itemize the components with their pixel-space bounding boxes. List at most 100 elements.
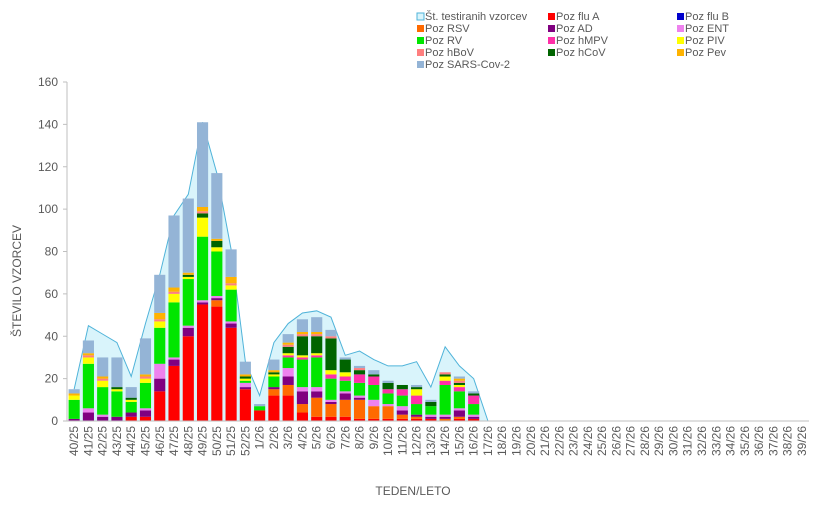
bar-segment-poz-flu-a: [296, 412, 309, 421]
bar-segment-poz-pev: [282, 342, 294, 345]
bar-segment-poz-ad: [282, 376, 294, 385]
x-tick-label: 8/26: [353, 426, 367, 450]
x-tick-label: 28/26: [638, 426, 652, 456]
bar-segment-poz-ent: [154, 363, 166, 379]
x-tick-label: 9/26: [367, 426, 381, 450]
x-tick-label: 4/26: [295, 426, 309, 450]
bar-segment-poz-ent: [168, 357, 180, 360]
bar-segment-poz-rsv: [453, 416, 465, 419]
x-tick-label: 20/26: [524, 426, 538, 456]
bar-segment-poz-rv: [425, 406, 437, 415]
bar-segment-poz-pev: [168, 287, 180, 292]
bar-segment-poz-ad: [196, 302, 209, 305]
x-tick-label: 18/26: [495, 426, 509, 456]
bar-segment-poz-sars-cov-2: [311, 317, 323, 333]
x-tick-label: 38/26: [781, 426, 795, 456]
bar-segment-poz-ent: [382, 404, 394, 407]
bar-segment-poz-flu-a: [325, 416, 337, 421]
bar-segment-poz-sars-cov-2: [82, 340, 94, 354]
bar-segment-poz-ent: [339, 391, 351, 394]
bar-segment-poz-hbov: [168, 291, 180, 294]
legend-label-poz-pev: Poz Pev: [685, 47, 726, 59]
legend-label-poz-ad: Poz AD: [556, 23, 593, 35]
bar-segment-poz-hcov: [325, 338, 337, 371]
legend-label-t-testiranih-vzorcev: Št. testiranih vzorcev: [425, 10, 528, 23]
bar-segment-poz-rv: [211, 251, 223, 296]
bar-segment-poz-piv: [268, 374, 280, 377]
x-tick-label: 2/26: [267, 426, 281, 450]
bar-segment-poz-sars-cov-2: [168, 215, 180, 288]
bar-segment-poz-flu-a: [411, 418, 423, 421]
y-tick-label: 80: [45, 245, 59, 259]
bar-segment-poz-rv: [97, 387, 109, 415]
bar-segment-poz-hmpv: [382, 389, 394, 394]
y-axis-title: ŠTEVILO VZORCEV: [9, 225, 24, 337]
bar-segment-poz-sars-cov-2: [196, 122, 209, 208]
bar-segment-poz-sars-cov-2: [125, 387, 137, 398]
x-tick-label: 7/26: [338, 426, 352, 450]
x-tick-label: 51/25: [224, 426, 238, 456]
bar-segment-poz-ad: [325, 401, 337, 405]
bar-segment-poz-pev: [311, 332, 323, 335]
bar-segment-poz-sars-cov-2: [425, 399, 437, 402]
bar-segment-poz-rv: [125, 401, 137, 413]
legend-swatch-poz-hmpv: [548, 37, 555, 44]
bar-segment-poz-hcov: [296, 336, 309, 356]
bar-segment-poz-pev: [453, 378, 465, 381]
bar-segment-poz-rv: [411, 404, 423, 415]
bar-segment-poz-ad: [439, 416, 451, 419]
bar-segment-poz-rsv: [411, 416, 423, 419]
bar-segment-poz-hcov: [339, 359, 351, 373]
tested-samples-line: [73, 122, 489, 422]
bar-segment-poz-piv: [168, 293, 180, 303]
bar-segment-poz-rv: [196, 236, 209, 301]
x-tick-label: 17/26: [481, 426, 495, 456]
bar-segment-poz-ad: [111, 416, 123, 421]
bar-segment-poz-rv: [439, 384, 451, 415]
legend-label-poz-hbov: Poz hBoV: [425, 47, 475, 59]
legend-swatch-poz-pev: [677, 49, 684, 56]
bar-segment-poz-hbov: [139, 376, 152, 379]
bar-segment-poz-flu-a: [154, 391, 166, 421]
bar-segment-poz-flu-a: [353, 418, 366, 421]
legend-swatch-poz-flu-a: [548, 13, 555, 20]
bar-segment-poz-ent: [468, 414, 480, 417]
bar-segment-poz-ent: [425, 414, 437, 417]
x-tick-label: 44/25: [124, 426, 138, 456]
bar-segment-poz-pev: [182, 272, 194, 275]
bar-segment-poz-ad: [353, 397, 366, 400]
bar-segment-poz-ad: [154, 378, 166, 392]
bar-segment-poz-flu-a: [168, 365, 180, 421]
x-tick-label: 25/26: [595, 426, 609, 456]
bar-segment-poz-rv: [111, 391, 123, 417]
x-tick-label: 42/25: [96, 426, 110, 456]
legend-swatch-poz-ent: [677, 25, 684, 32]
y-tick-label: 120: [38, 160, 58, 174]
x-tick-label: 23/26: [567, 426, 581, 456]
x-tick-label: 47/25: [167, 426, 181, 456]
bar-segment-poz-flu-a: [225, 327, 237, 421]
bar-segment-poz-piv: [68, 395, 80, 400]
bar-segment-poz-ad: [97, 416, 109, 421]
bar-segment-poz-hbov: [225, 283, 237, 286]
x-tick-label: 3/26: [281, 426, 295, 450]
bar-segment-poz-hcov: [439, 374, 451, 377]
bar-segment-poz-ent: [182, 325, 194, 328]
bar-segment-poz-rv: [239, 380, 251, 383]
bar-segment-poz-ent: [225, 321, 237, 324]
bar-segment-poz-hmpv: [453, 387, 465, 392]
y-tick-label: 0: [51, 414, 58, 428]
bar-segment-poz-ad: [411, 414, 423, 417]
x-tick-label: 31/26: [681, 426, 695, 456]
bar-segment-poz-sars-cov-2: [296, 319, 309, 333]
bar-segment-poz-hcov: [125, 397, 137, 400]
bar-segment-poz-rsv: [325, 404, 337, 417]
bar-segment-poz-pev: [211, 238, 223, 241]
bar-segment-poz-ad: [339, 393, 351, 400]
bar-segment-poz-hbov: [439, 372, 451, 375]
bar-segment-poz-piv: [296, 355, 309, 358]
bar-segment-poz-piv: [154, 321, 166, 328]
bar-segment-poz-rsv: [311, 397, 323, 417]
bar-segment-poz-sars-cov-2: [368, 370, 380, 375]
bar-segment-poz-flu-a: [339, 416, 351, 421]
